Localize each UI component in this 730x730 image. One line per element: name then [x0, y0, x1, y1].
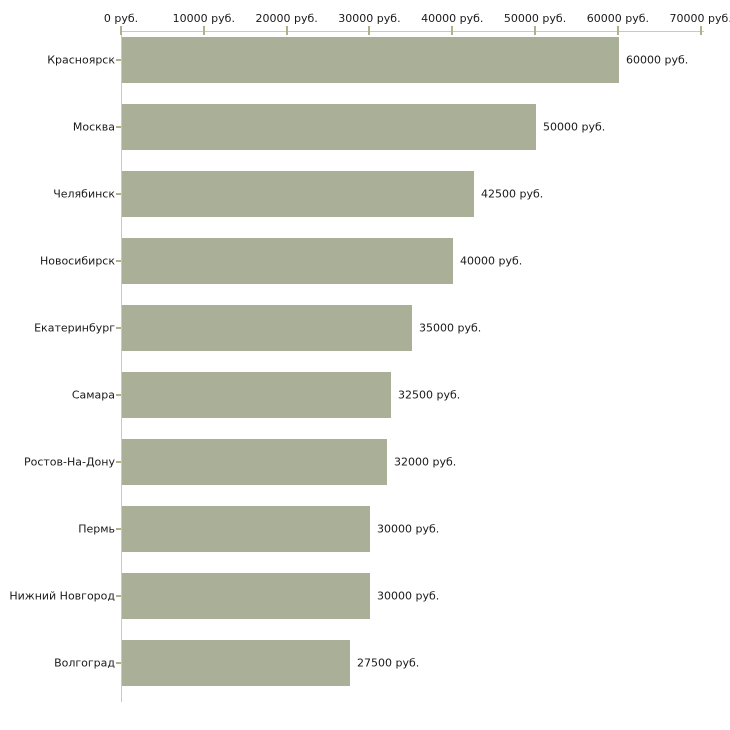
- bar-label: Нижний Новгород: [9, 589, 115, 603]
- x-axis-line: [121, 31, 704, 32]
- y-tick-mark: [116, 260, 121, 262]
- value-label: 50000 руб.: [543, 120, 606, 134]
- value-label: 35000 руб.: [419, 321, 482, 335]
- x-tick-mark: [616, 26, 619, 35]
- y-tick-mark: [116, 193, 121, 195]
- bar: [122, 104, 536, 150]
- value-label: 42500 руб.: [481, 187, 544, 201]
- bar: [122, 506, 370, 552]
- y-tick-mark: [116, 461, 121, 463]
- value-label: 40000 руб.: [460, 254, 523, 268]
- bar: [122, 305, 412, 351]
- value-label: 32500 руб.: [398, 388, 461, 402]
- y-tick-mark: [116, 327, 121, 329]
- x-tick-label: 10000 руб.: [172, 12, 235, 25]
- x-tick-mark: [285, 26, 288, 35]
- value-label: 27500 руб.: [357, 656, 420, 670]
- value-label: 32000 руб.: [394, 455, 457, 469]
- x-tick-label: 20000 руб.: [255, 12, 318, 25]
- x-tick-label: 60000 руб.: [586, 12, 650, 25]
- x-tick-label: 0 руб.: [103, 12, 139, 25]
- x-tick-label: 70000 руб.: [669, 12, 730, 25]
- bar-label: Пермь: [78, 522, 115, 536]
- y-tick-mark: [116, 595, 121, 597]
- x-tick-label: 50000 руб.: [503, 12, 567, 25]
- x-tick-mark: [202, 26, 205, 35]
- y-axis-line: [121, 31, 122, 702]
- bar-label: Челябинск: [53, 187, 115, 201]
- x-tick-label: 30000 руб.: [338, 12, 401, 25]
- value-label: 30000 руб.: [377, 522, 440, 536]
- bar-label: Ростов-На-Дону: [23, 455, 115, 469]
- x-tick-mark: [534, 26, 537, 35]
- y-tick-mark: [116, 528, 121, 530]
- bar: [122, 640, 350, 686]
- value-label: 60000 руб.: [626, 53, 689, 67]
- x-tick-mark: [451, 26, 454, 35]
- x-tick-mark: [699, 26, 702, 35]
- bar-label: Красноярск: [47, 53, 115, 67]
- bar: [122, 238, 453, 284]
- bar: [122, 37, 619, 83]
- bar-label: Екатеринбург: [34, 321, 115, 335]
- bar: [122, 372, 391, 418]
- bar-label: Новосибирск: [39, 254, 115, 268]
- x-tick-mark: [368, 26, 371, 35]
- bar: [122, 573, 370, 619]
- x-tick-mark: [120, 26, 122, 35]
- bar-label: Самара: [71, 388, 115, 402]
- bar-label: Москва: [72, 120, 115, 134]
- bar: [122, 171, 474, 217]
- y-tick-mark: [116, 662, 121, 664]
- bar: [122, 439, 387, 485]
- value-label: 30000 руб.: [377, 589, 440, 603]
- y-tick-mark: [116, 126, 121, 128]
- y-tick-mark: [116, 59, 121, 61]
- bar-label: Волгоград: [54, 656, 115, 670]
- x-tick-label: 40000 руб.: [421, 12, 484, 25]
- y-tick-mark: [116, 394, 121, 396]
